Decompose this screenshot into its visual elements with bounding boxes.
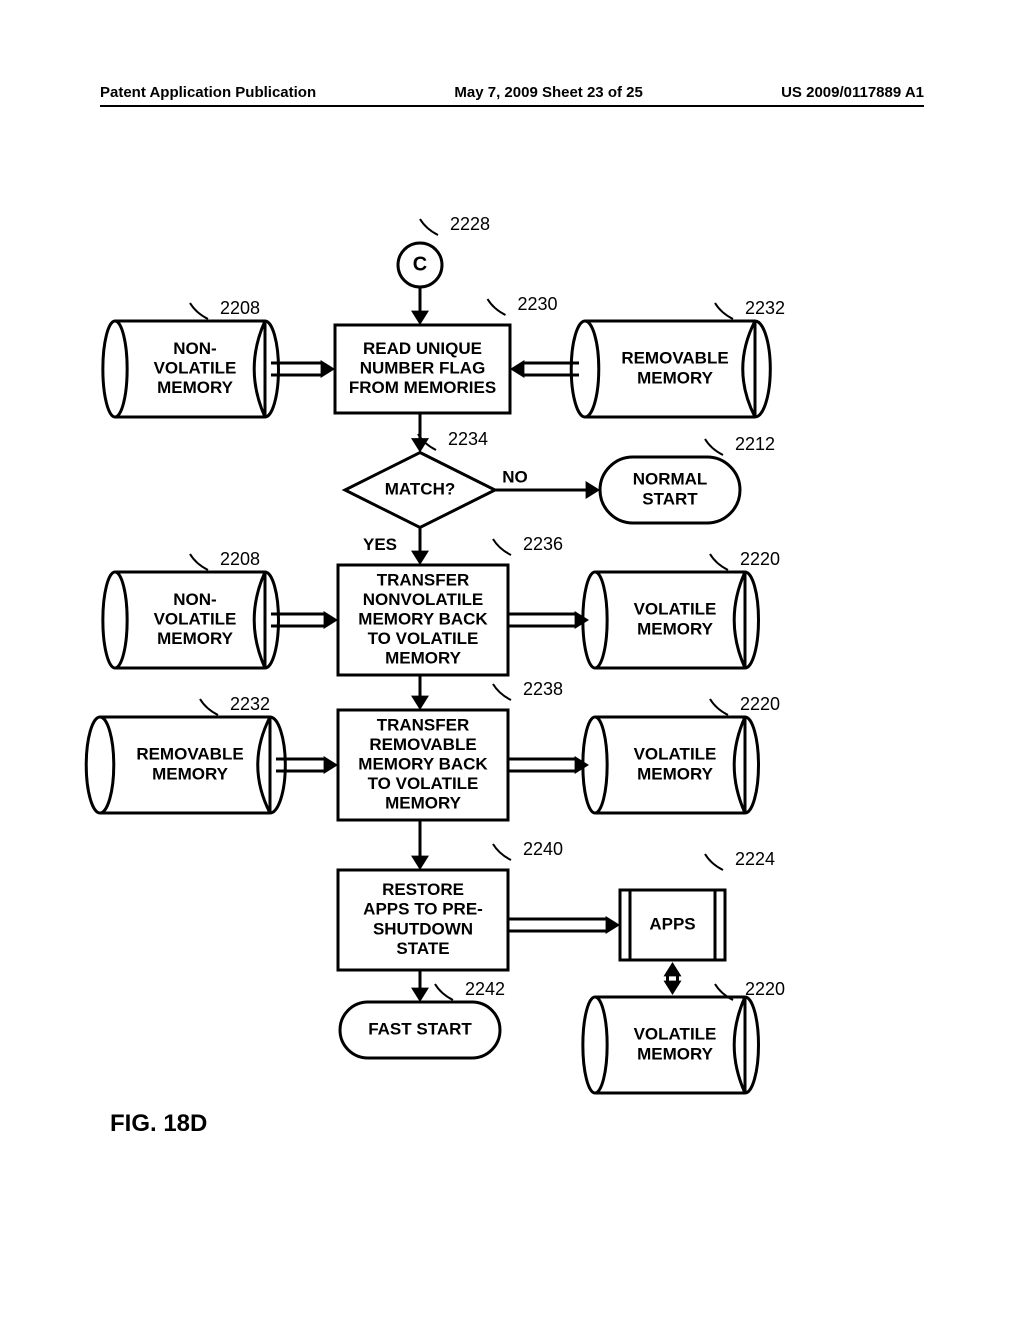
svg-text:2232: 2232 [745, 298, 785, 318]
svg-text:2228: 2228 [450, 214, 490, 234]
svg-text:FAST START: FAST START [368, 1019, 472, 1038]
svg-text:2208: 2208 [220, 298, 260, 318]
svg-text:VOLATILE: VOLATILE [154, 358, 237, 377]
svg-text:NON-: NON- [173, 339, 216, 358]
svg-text:2232: 2232 [230, 694, 270, 714]
svg-text:2236: 2236 [523, 534, 563, 554]
svg-text:2238: 2238 [523, 679, 563, 699]
svg-text:VOLATILE: VOLATILE [154, 609, 237, 628]
svg-text:REMOVABLE: REMOVABLE [369, 735, 476, 754]
header-right: US 2009/0117889 A1 [781, 84, 924, 101]
svg-text:TO VOLATILE: TO VOLATILE [368, 774, 479, 793]
header-left: Patent Application Publication [100, 84, 316, 101]
svg-text:MEMORY BACK: MEMORY BACK [358, 754, 488, 773]
svg-text:MEMORY: MEMORY [157, 629, 234, 648]
svg-text:APPS TO PRE-: APPS TO PRE- [363, 900, 483, 919]
svg-text:YES: YES [363, 535, 397, 554]
svg-text:C: C [413, 253, 427, 275]
svg-text:MATCH?: MATCH? [385, 479, 456, 498]
svg-text:VOLATILE: VOLATILE [634, 600, 717, 619]
page: Patent Application Publication May 7, 20… [0, 0, 1024, 1320]
svg-text:MEMORY: MEMORY [637, 619, 714, 638]
svg-text:2220: 2220 [740, 549, 780, 569]
svg-text:2220: 2220 [745, 979, 785, 999]
svg-text:MEMORY: MEMORY [157, 378, 234, 397]
svg-text:MEMORY: MEMORY [637, 368, 714, 387]
svg-text:NONVOLATILE: NONVOLATILE [363, 590, 484, 609]
svg-text:2220: 2220 [740, 694, 780, 714]
svg-text:NUMBER FLAG: NUMBER FLAG [360, 358, 486, 377]
flowchart-diagram: C 2228 READ UNIQUENUMBER FLAGFROM MEMORIES… [80, 210, 930, 1160]
svg-text:MEMORY: MEMORY [637, 1044, 714, 1063]
svg-text:TO VOLATILE: TO VOLATILE [368, 629, 479, 648]
svg-text:2230: 2230 [518, 294, 558, 314]
svg-text:2234: 2234 [448, 429, 488, 449]
svg-text:MEMORY: MEMORY [637, 764, 714, 783]
figure-label: FIG. 18D [110, 1110, 207, 1138]
svg-text:2240: 2240 [523, 839, 563, 859]
svg-text:NO: NO [502, 467, 528, 486]
svg-text:STATE: STATE [396, 939, 449, 958]
svg-text:APPS: APPS [649, 914, 695, 933]
svg-text:2224: 2224 [735, 849, 775, 869]
svg-text:2242: 2242 [465, 979, 505, 999]
svg-text:MEMORY: MEMORY [385, 794, 462, 813]
svg-text:REMOVABLE: REMOVABLE [621, 349, 728, 368]
svg-text:2212: 2212 [735, 434, 775, 454]
svg-text:VOLATILE: VOLATILE [634, 1025, 717, 1044]
svg-text:2208: 2208 [220, 549, 260, 569]
svg-text:VOLATILE: VOLATILE [634, 745, 717, 764]
svg-text:FROM MEMORIES: FROM MEMORIES [349, 378, 496, 397]
page-header: Patent Application Publication May 7, 20… [100, 84, 924, 107]
svg-text:READ UNIQUE: READ UNIQUE [363, 339, 482, 358]
svg-text:MEMORY: MEMORY [385, 649, 462, 668]
svg-text:TRANSFER: TRANSFER [377, 570, 470, 589]
svg-text:REMOVABLE: REMOVABLE [136, 745, 243, 764]
svg-text:RESTORE: RESTORE [382, 880, 464, 899]
flowchart-svg: C 2228 READ UNIQUENUMBER FLAGFROM MEMORIES… [80, 210, 930, 1160]
svg-text:MEMORY: MEMORY [152, 764, 229, 783]
svg-text:TRANSFER: TRANSFER [377, 715, 470, 734]
svg-text:NON-: NON- [173, 590, 216, 609]
svg-text:SHUTDOWN: SHUTDOWN [373, 919, 473, 938]
svg-text:MEMORY BACK: MEMORY BACK [358, 609, 488, 628]
header-center: May 7, 2009 Sheet 23 of 25 [454, 84, 642, 101]
svg-text:NORMAL: NORMAL [633, 470, 708, 489]
svg-text:START: START [642, 489, 698, 508]
